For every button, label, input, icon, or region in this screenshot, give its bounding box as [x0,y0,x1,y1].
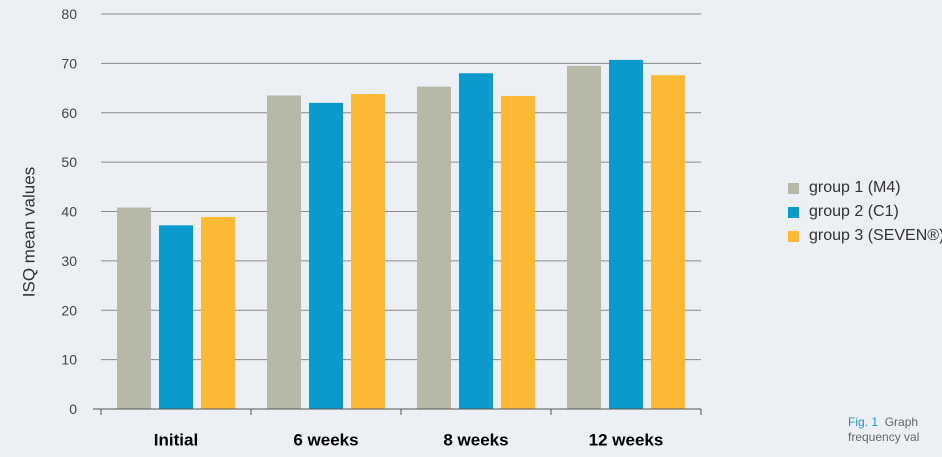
bar [417,86,451,410]
y-tick-label: 70 [61,55,77,71]
x-category-label: 6 weeks [293,431,358,450]
legend-item: group 3 (SEVEN®) [788,224,942,248]
bar [609,59,643,409]
y-tick-label: 30 [61,253,77,269]
y-tick-label: 0 [69,401,77,417]
bar [267,95,301,409]
caption-text-2: frequency val [848,430,920,444]
legend-swatch [788,230,799,242]
bar [309,102,343,409]
y-tick-label: 50 [61,154,77,170]
legend-item: group 2 (C1) [788,200,942,224]
caption-text-1: Graph [884,415,919,429]
legend: group 1 (M4) group 2 (C1) group 3 (SEVEN®) [788,176,942,248]
y-tick-label: 40 [61,204,77,220]
bar [201,216,235,409]
y-tick-label: 60 [61,105,77,121]
legend-swatch [788,206,799,218]
category-labels: Initial 6 weeks 8 weeks 12 weeks [154,431,664,450]
y-tick-labels: 0 10 20 30 40 50 60 70 80 [61,6,77,417]
y-axis-label: ISQ mean values [20,167,39,297]
bar [159,225,193,409]
bar [459,73,493,409]
bar [351,93,385,410]
bar [651,75,685,409]
bar [117,207,151,409]
legend-item: group 1 (M4) [788,176,942,200]
x-category-label: Initial [154,431,198,450]
legend-swatch [788,182,799,194]
figure-caption: Fig. 1 Graph frequency val [848,415,942,445]
caption-fig-label: Fig. 1 [848,415,879,429]
y-tick-label: 80 [61,6,77,22]
legend-label: group 1 (M4) [809,179,901,196]
bar [501,95,535,410]
x-category-label: 8 weeks [443,431,508,450]
y-tick-label: 20 [61,302,77,318]
x-category-label: 12 weeks [589,431,664,450]
legend-label: group 3 (SEVEN®) [809,227,942,244]
bars [117,59,685,410]
bar [567,65,601,409]
legend-label: group 2 (C1) [809,203,899,220]
axes [93,408,702,415]
caption-line-1: Fig. 1 Graph [848,415,942,430]
y-tick-label: 10 [61,352,77,368]
